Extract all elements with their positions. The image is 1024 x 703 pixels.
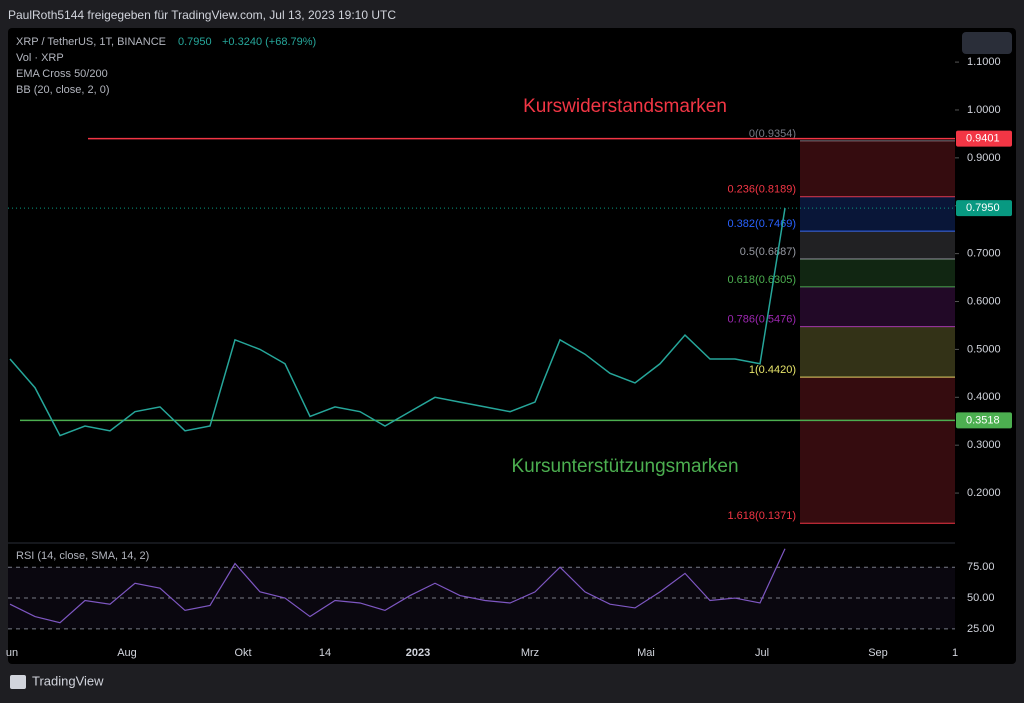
y-tick-label: 0.9000	[967, 152, 1001, 164]
x-tick-label: 2023	[406, 647, 430, 659]
indicator: EMA Cross 50/200	[16, 68, 108, 80]
x-tick-label: Aug	[117, 647, 137, 659]
y-tick-label: 0.4000	[967, 391, 1001, 403]
fib-label: 0.382(0.7469)	[728, 218, 797, 230]
brand-logo	[10, 675, 26, 689]
rsi-line	[9, 548, 786, 624]
fib-label: 0.236(0.8189)	[728, 184, 797, 196]
x-tick-label: Sep	[868, 647, 888, 659]
fib-band	[800, 326, 955, 378]
attribution: PaulRoth5144 freigegeben für TradingView…	[8, 8, 396, 22]
indicator: Vol · XRP	[16, 52, 64, 64]
brand: TradingView	[32, 673, 104, 688]
chart-area	[8, 28, 1016, 664]
y-tick-label: 0.6000	[967, 295, 1001, 307]
price-tag-label: 0.3518	[966, 414, 1000, 426]
price-tag-label: 0.7950	[966, 202, 1000, 214]
annotation: Kursunterstützungsmarken	[511, 456, 738, 477]
fib-band	[800, 286, 955, 327]
fib-band	[800, 377, 955, 524]
fib-band	[800, 231, 955, 260]
x-tick-label: Jul	[755, 647, 769, 659]
rsi-title: RSI (14, close, SMA, 14, 2)	[16, 550, 149, 562]
fib-band	[800, 259, 955, 287]
price-tag	[956, 130, 1012, 147]
rsi-tick-label: 50.00	[967, 592, 995, 604]
fib-label: 0(0.9354)	[749, 128, 796, 140]
symbol: XRP / TetherUS, 1T, BINANCE	[16, 36, 166, 48]
fib-band	[800, 196, 955, 232]
fib-label: 1(0.4420)	[749, 364, 796, 376]
x-tick-label: 1	[952, 647, 958, 659]
x-tick-label: Mrz	[521, 647, 539, 659]
fib-label: 0.786(0.5476)	[728, 314, 797, 326]
price-line	[9, 208, 786, 437]
y-tick-label: 0.5000	[967, 343, 1001, 355]
annotation: Kurswiderstandsmarken	[523, 96, 727, 117]
fib-band	[800, 140, 955, 197]
y-tick-label: 0.2000	[967, 487, 1001, 499]
change: +0.3240 (+68.79%)	[222, 36, 316, 48]
price-tag	[956, 412, 1012, 429]
indicator: BB (20, close, 2, 0)	[16, 84, 110, 96]
y-tick-label: 0.7000	[967, 248, 1001, 260]
x-tick-label: Okt	[234, 647, 251, 659]
y-tick-label: 1.1000	[967, 56, 1001, 68]
x-tick-label: 14	[319, 647, 331, 659]
last-price: 0.7950	[178, 36, 212, 48]
x-tick-label: Mai	[637, 647, 655, 659]
x-tick-label: un	[6, 647, 18, 659]
y-tick-label: 1.0000	[967, 104, 1001, 116]
toolbar-button[interactable]	[962, 32, 1012, 54]
price-tag	[956, 200, 1012, 217]
price-tag-label: 0.9401	[966, 133, 1000, 145]
fib-label: 1.618(0.1371)	[728, 510, 797, 522]
y-tick-label: 0.3000	[967, 439, 1001, 451]
rsi-tick-label: 75.00	[967, 561, 995, 573]
fib-label: 0.618(0.6305)	[728, 274, 797, 286]
rsi-tick-label: 25.00	[967, 623, 995, 635]
fib-label: 0.5(0.6887)	[740, 246, 796, 258]
